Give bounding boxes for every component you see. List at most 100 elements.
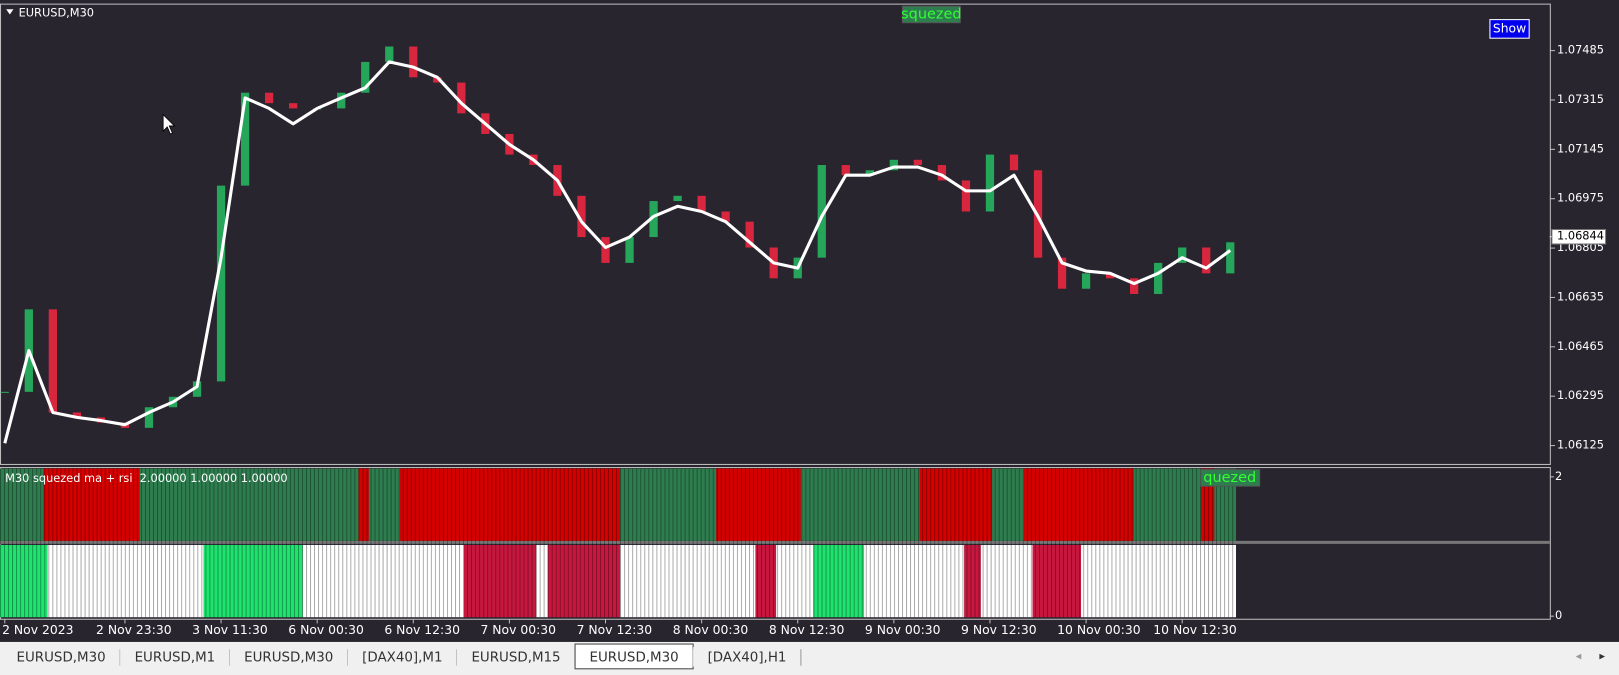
y-tick-label: 1.07485 (1557, 43, 1604, 57)
candle (889, 159, 898, 171)
candle (1081, 273, 1091, 289)
tab-label[interactable]: EURUSD,M15 (471, 650, 560, 665)
tab-background (693, 647, 801, 667)
last-price-box (1551, 229, 1607, 245)
candle (841, 165, 850, 176)
tab[interactable]: [DAX40],H1 (693, 647, 802, 667)
y-tick-label: 0 (1555, 608, 1562, 622)
x-tick-label: 2 Nov 2023 (2, 623, 73, 637)
tab-label[interactable]: [DAX40],M1 (362, 650, 442, 665)
candle (457, 82, 466, 114)
tab-background (456, 647, 576, 667)
tab[interactable]: [DAX40],M1 (347, 647, 458, 667)
tab[interactable]: EURUSD,M30 (2, 647, 121, 667)
x-tick-label: 3 Nov 11:30 (192, 623, 268, 637)
x-tick-label: 10 Nov 12:30 (1153, 623, 1237, 637)
candle (721, 211, 730, 222)
y-tick-label: 2 (1555, 469, 1562, 483)
tab-background (574, 643, 694, 670)
tab-background (229, 647, 348, 667)
candle (216, 185, 226, 382)
y-tick-label: 1.07145 (1557, 141, 1604, 155)
x-tick-label: 8 Nov 00:30 (673, 623, 749, 637)
candle (240, 92, 250, 186)
x-tick-label: 7 Nov 12:30 (577, 623, 653, 637)
candle (1057, 257, 1067, 289)
squeeze-box (901, 5, 961, 24)
candle (1202, 247, 1211, 274)
tab[interactable]: EURUSD,M15 (456, 647, 576, 667)
candle (1178, 247, 1187, 263)
tab-label[interactable]: EURUSD,M30 (17, 650, 106, 665)
candle (1105, 273, 1115, 279)
y-tick-label: 1.06975 (1557, 191, 1604, 205)
tab-label[interactable]: EURUSD,M1 (135, 650, 216, 665)
indicator-title: M30 squezed ma + rsi 2.00000 1.00000 1.0… (5, 471, 288, 485)
tab-label[interactable]: EURUSD,M30 (244, 650, 333, 665)
y-tick-label: 1.06635 (1557, 289, 1604, 303)
x-tick-label: 2 Nov 23:30 (96, 623, 172, 637)
x-tick-label: 7 Nov 00:30 (480, 623, 556, 637)
candle (0, 391, 9, 393)
x-tick-label: 9 Nov 00:30 (865, 623, 941, 637)
tab-background (120, 647, 230, 667)
tab-background (2, 647, 121, 667)
x-tick-label: 9 Nov 12:30 (961, 623, 1037, 637)
tab[interactable]: EURUSD,M1 (120, 647, 231, 667)
candle (1226, 242, 1235, 274)
tab-background (347, 647, 457, 667)
candle (1009, 154, 1019, 171)
candle (937, 165, 947, 181)
candle (1154, 262, 1163, 294)
scroll-left[interactable]: ◂ (1576, 648, 1582, 662)
moving-average (3, 60, 1232, 444)
scroll-right[interactable]: ▸ (1599, 648, 1605, 662)
show-button[interactable] (1489, 19, 1530, 39)
candle (697, 195, 706, 212)
candle (961, 180, 971, 212)
y-tick-label: 1.06465 (1557, 339, 1604, 353)
candle (289, 103, 298, 109)
candle (72, 412, 82, 418)
candle (913, 159, 923, 166)
stripe-overlay (0, 468, 1237, 618)
y-tick-label: 1.06125 (1557, 438, 1604, 452)
candle (601, 237, 610, 263)
tab-label[interactable]: EURUSD,M30 (590, 650, 679, 665)
candle (577, 195, 586, 238)
x-tick-label: 10 Nov 00:30 (1057, 623, 1141, 637)
show-button-label[interactable]: Show (1493, 21, 1526, 35)
candle (337, 92, 346, 109)
candle (433, 77, 442, 83)
candle (48, 309, 57, 413)
tab-list: EURUSD,M30 EURUSD,M1 EURUSD,M30 [DAX40],M1 E… (2, 643, 802, 670)
candle (625, 237, 634, 263)
tab-label[interactable]: [DAX40],H1 (708, 650, 787, 665)
candle (673, 195, 682, 202)
squeeze-box-indicator (1200, 469, 1261, 487)
tab[interactable]: EURUSD,M30 (229, 647, 349, 667)
mouse-cursor (162, 113, 176, 135)
plot-layer: 1.074851.073151.071451.069751.068051.066… (0, 43, 1607, 637)
tab[interactable]: EURUSD,M30 (574, 643, 694, 670)
candle (264, 92, 274, 104)
x-tick-label: 6 Nov 00:30 (288, 623, 364, 637)
candle (985, 154, 995, 212)
candle (192, 381, 202, 397)
x-tick-label: 6 Nov 12:30 (384, 623, 460, 637)
candle (409, 46, 418, 78)
candle (385, 46, 394, 62)
menu-arrow[interactable] (6, 9, 14, 15)
main-plot-frame (0, 3, 1551, 465)
squeeze-label: squezed (901, 6, 961, 22)
candle (1130, 278, 1139, 294)
last-price-label: 1.06844 (1557, 229, 1604, 243)
x-tick-label: 8 Nov 12:30 (769, 623, 845, 637)
candle (649, 201, 658, 238)
squeeze-label-indicator: quezed (1203, 470, 1256, 486)
chart-title: EURUSD,M30 (19, 5, 94, 19)
candle (361, 61, 370, 93)
candle (865, 170, 874, 176)
